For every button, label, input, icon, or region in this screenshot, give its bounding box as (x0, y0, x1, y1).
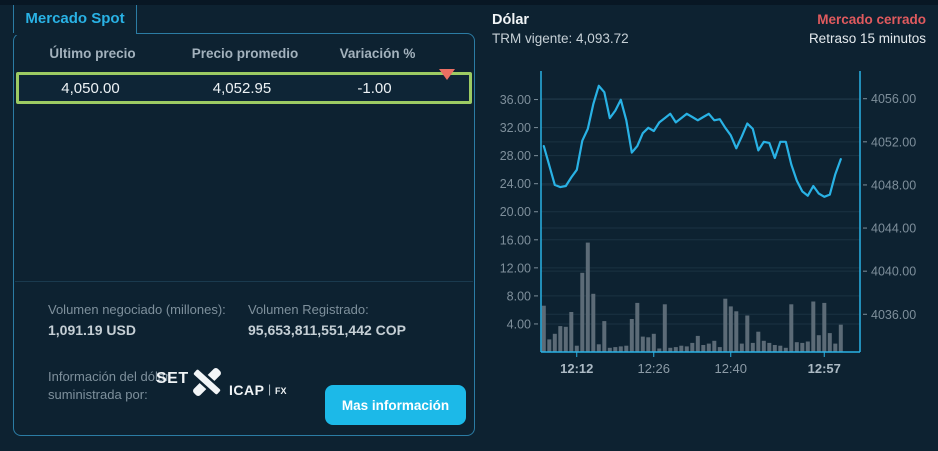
provider-label: Información del dólar suministrada por: (48, 369, 170, 402)
table-row[interactable]: 4,050.00 4,052.95 -1.00 (16, 68, 472, 104)
top-strip (0, 0, 938, 5)
logo-set-text: SET (156, 370, 189, 387)
set-icap-fx-logo: SET ICAP | FX (156, 362, 292, 408)
logo-separator: | (268, 382, 272, 396)
setfx-x-icon (189, 364, 225, 405)
header-variacion: Variación % (339, 46, 416, 61)
volumen-registrado-label: Volumen Registrado: (248, 302, 369, 317)
table-header-row: Último precio Precio promedio Variación … (20, 46, 470, 61)
spot-panel: Último precio Precio promedio Variación … (13, 33, 475, 436)
trm-line: TRM vigente: 4,093.72 (492, 31, 629, 46)
svg-text:4040.00: 4040.00 (871, 265, 916, 279)
svg-text:4048.00: 4048.00 (871, 178, 916, 192)
svg-text:32.00: 32.00 (500, 121, 531, 135)
svg-text:24.00: 24.00 (500, 177, 531, 191)
svg-text:28.00: 28.00 (500, 149, 531, 163)
variacion-value: -1.00 (357, 79, 392, 97)
svg-text:12:57: 12:57 (808, 361, 841, 376)
logo-icap-text: ICAP (229, 382, 265, 398)
svg-text:4036.00: 4036.00 (871, 308, 916, 322)
precio-promedio-value: 4,052.95 (212, 79, 272, 97)
svg-text:4.00: 4.00 (507, 317, 531, 331)
price-volume-chart[interactable]: 4.00 8.00 12.00 16.00 20.00 24.00 28.00 32.00 36… (488, 58, 938, 380)
trm-value: 4,093.72 (576, 31, 629, 46)
trm-label: TRM vigente: (492, 31, 573, 46)
svg-text:4052.00: 4052.00 (871, 135, 916, 149)
svg-text:12:40: 12:40 (714, 361, 747, 376)
svg-text:12:26: 12:26 (637, 361, 670, 376)
down-triangle-icon (439, 68, 455, 97)
ultimo-precio-value: 4,050.00 (61, 79, 120, 97)
market-status: Mercado cerrado (817, 12, 926, 27)
svg-text:4056.00: 4056.00 (871, 92, 916, 106)
section-divider (15, 281, 473, 282)
logo-fx-text: FX (275, 386, 287, 396)
delay-notice: Retraso 15 minutos (808, 31, 926, 46)
svg-text:36.00: 36.00 (500, 93, 531, 107)
header-ultimo-precio: Último precio (49, 46, 136, 61)
mas-informacion-button[interactable]: Mas información (325, 385, 466, 425)
tab-mercado-spot[interactable]: Mercado Spot (13, 5, 137, 33)
svg-text:4044.00: 4044.00 (871, 222, 916, 236)
volumen-registrado-value: 95,653,811,551,442 COP (248, 322, 407, 338)
svg-text:12:12: 12:12 (560, 361, 593, 376)
header-precio-promedio: Precio promedio (191, 46, 299, 61)
volumen-negociado-label: Volumen negociado (millones): (48, 302, 226, 317)
volumen-negociado-value: 1,091.19 USD (48, 322, 136, 338)
svg-text:20.00: 20.00 (500, 205, 531, 219)
svg-text:8.00: 8.00 (507, 289, 531, 303)
svg-text:12.00: 12.00 (500, 261, 531, 275)
tab-notch (14, 32, 136, 35)
quote-title: Dólar (492, 12, 530, 28)
svg-text:16.00: 16.00 (500, 233, 531, 247)
price-volume-chart-svg: 4.00 8.00 12.00 16.00 20.00 24.00 28.00 32.00 36… (500, 71, 916, 376)
